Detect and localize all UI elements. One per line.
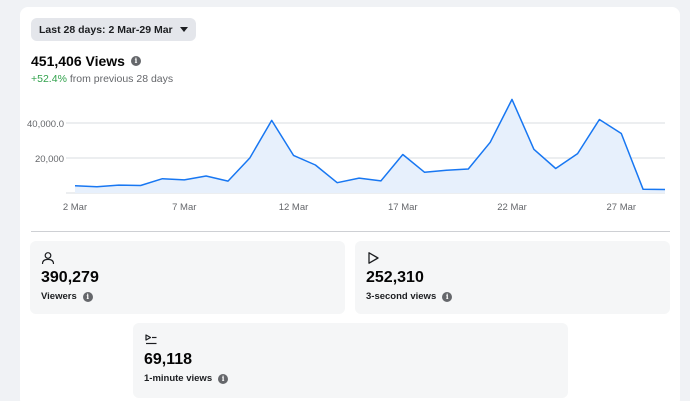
metric-label-row: Viewers i — [41, 291, 93, 302]
info-icon[interactable]: i — [218, 373, 229, 384]
metric-label: 3-second views — [366, 291, 437, 302]
y-tick-label: 20,000 — [35, 154, 64, 165]
insights-card: Last 28 days: 2 Mar-29 Mar 451,406 Views… — [20, 7, 680, 401]
playlist-play-icon — [145, 334, 157, 345]
date-range-label: Last 28 days: 2 Mar-29 Mar — [39, 23, 173, 36]
x-tick-label: 12 Mar — [279, 202, 309, 213]
play-icon — [368, 252, 379, 264]
metric-label-row: 3-second views i — [366, 291, 453, 302]
x-tick-label: 17 Mar — [388, 202, 418, 213]
caret-down-icon — [179, 27, 188, 32]
series-area — [75, 99, 665, 193]
metric-card-3-second-views: 252,310 3-second views i — [355, 241, 670, 314]
change-text: from previous 28 days — [69, 73, 174, 85]
info-icon[interactable]: i — [130, 56, 141, 66]
y-tick-label: 40,000.0 — [27, 119, 64, 130]
metric-value: 390,279 — [41, 269, 99, 286]
change-percent: +52.4% — [31, 73, 67, 85]
date-range-dropdown[interactable]: Last 28 days: 2 Mar-29 Mar — [31, 18, 196, 41]
views-chart: 40,000.0 20,000 2 Mar 7 Mar 12 Mar 17 Mar 22 M… — [27, 98, 666, 213]
metric-card-viewers: 390,279 Viewers i — [30, 241, 345, 314]
x-tick-label: 2 Mar — [63, 202, 87, 213]
metric-value: 252,310 — [366, 269, 424, 286]
metric-value: 69,118 — [144, 351, 193, 368]
metric-label: 1-minute views — [144, 373, 213, 384]
metric-card-1-minute-views: 69,118 1-minute views i — [133, 323, 568, 398]
divider — [31, 231, 670, 232]
person-icon — [41, 252, 55, 265]
change-summary: +52.4% from previous 28 days — [31, 73, 173, 85]
x-tick-label: 22 Mar — [497, 202, 527, 213]
x-tick-label: 27 Mar — [607, 202, 637, 213]
metric-label: Viewers — [41, 291, 77, 302]
x-tick-label: 7 Mar — [172, 202, 196, 213]
total-views: 451,406 Views — [31, 53, 125, 69]
info-icon[interactable]: i — [82, 291, 93, 302]
series-line — [74, 98, 666, 191]
views-summary: 451,406 Views i — [31, 53, 141, 69]
metric-label-row: 1-minute views i — [144, 373, 229, 384]
info-icon[interactable]: i — [442, 291, 453, 302]
